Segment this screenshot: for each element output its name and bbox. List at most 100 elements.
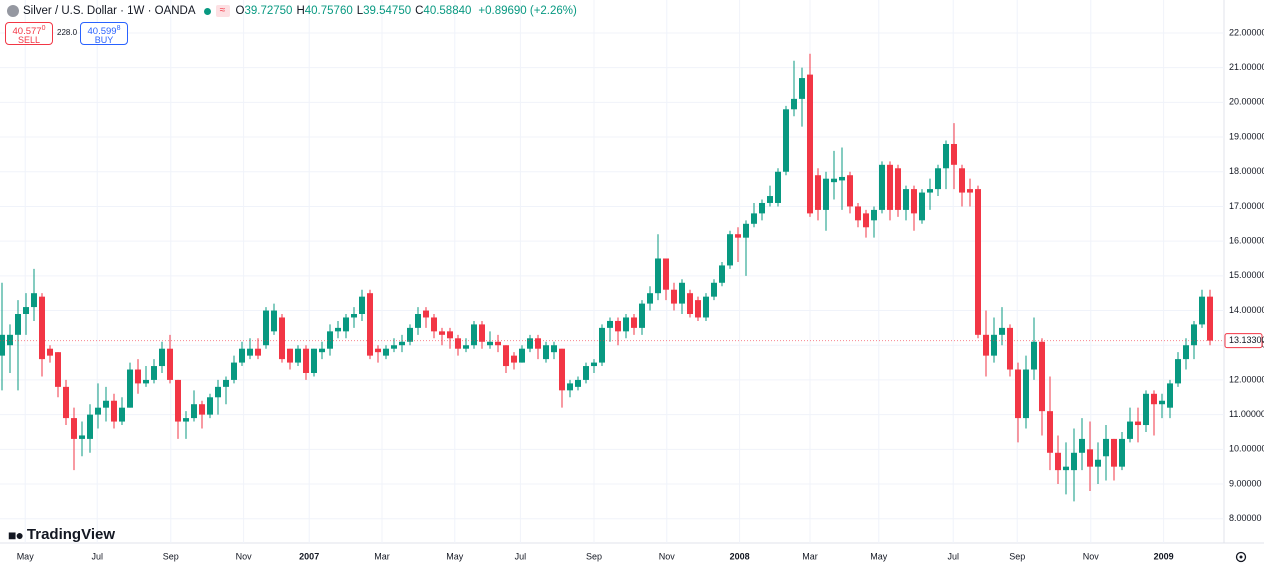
candle-body — [215, 386, 221, 398]
ohlc-key: O — [235, 5, 245, 17]
candle-body — [1055, 452, 1061, 471]
candle-body — [559, 348, 565, 391]
sell-label[interactable]: SELL — [17, 35, 41, 46]
candle-body — [335, 327, 341, 332]
x-tick-label: Sep — [163, 551, 179, 561]
y-tick-label: 9.00000 — [1229, 478, 1262, 488]
spread: 228.0 — [57, 28, 78, 37]
sell-price[interactable]: 40.5770 — [6, 24, 52, 36]
buy-label[interactable]: BUY — [94, 35, 114, 46]
candle-body — [839, 176, 845, 181]
candle-body — [423, 310, 429, 318]
candle-body — [575, 379, 581, 387]
x-tick-label: 2008 — [730, 551, 750, 561]
candle-body — [303, 348, 309, 373]
candle-body — [535, 338, 541, 349]
candle-body — [1039, 341, 1045, 412]
x-tick-label: Jul — [947, 551, 959, 561]
candle-body — [23, 307, 29, 315]
y-tick-label: 18.00000 — [1229, 166, 1264, 176]
candle-body — [1127, 421, 1133, 439]
sell-price-main[interactable]: 40.577 — [12, 26, 42, 38]
candle-body — [503, 345, 509, 367]
gear[interactable] — [1235, 551, 1247, 563]
candle-body — [263, 310, 269, 346]
candle-body — [391, 345, 397, 349]
candle-body — [199, 404, 205, 415]
candle-body — [695, 300, 701, 318]
candle-body — [1119, 438, 1125, 467]
candle-body — [1207, 296, 1213, 341]
candle-body — [183, 418, 189, 422]
candle-body — [71, 418, 77, 439]
candle-body — [1063, 466, 1069, 471]
candle-body — [1111, 438, 1117, 467]
y-tick-label: 21.00000 — [1229, 62, 1264, 72]
ohlc-value: 40.75760 — [304, 5, 353, 17]
candle-body — [783, 109, 789, 172]
candle-body — [911, 189, 917, 214]
candle-body — [119, 407, 125, 422]
candle-body — [191, 404, 197, 419]
candle-body — [815, 175, 821, 210]
gear-center[interactable] — [1239, 555, 1243, 559]
buy-price[interactable]: 40.5998 — [81, 24, 127, 36]
candle-body — [1071, 452, 1077, 471]
candle-body — [551, 345, 557, 353]
candle-body — [751, 213, 757, 224]
candle-body — [991, 334, 997, 356]
candle-body — [47, 348, 53, 356]
buy-price-main[interactable]: 40.599 — [87, 26, 117, 38]
sell-pip[interactable]: 0 — [41, 25, 46, 32]
candle-body — [1135, 421, 1141, 426]
y-tick-label: 16.00000 — [1229, 236, 1264, 246]
candle-body — [1191, 324, 1197, 346]
candle-body — [127, 369, 133, 408]
candle-body — [719, 265, 725, 283]
last-price-label: 13.13300 — [1229, 335, 1264, 345]
buy-pip[interactable]: 8 — [116, 25, 121, 32]
candle-body — [495, 341, 501, 346]
candle-body — [919, 192, 925, 221]
ohlc-key: C — [415, 5, 424, 17]
candle-body — [207, 397, 213, 415]
candle-body — [935, 168, 941, 190]
candle-body — [567, 383, 573, 391]
logo-mark[interactable]: ■● — [8, 526, 24, 543]
settings-icon[interactable] — [1235, 551, 1247, 563]
x-tick-label: May — [446, 551, 464, 561]
last-price-box — [1224, 333, 1263, 349]
buy-button[interactable]: 40.5998 BUY — [80, 22, 128, 45]
y-tick-label: 20.00000 — [1229, 97, 1264, 107]
sell-button[interactable]: 40.5770 SELL — [5, 22, 53, 45]
candle-body — [287, 348, 293, 363]
candle-body — [15, 314, 21, 335]
candle-body — [615, 320, 621, 332]
candle-body — [983, 334, 989, 356]
x-tick-label: Nov — [1083, 551, 1100, 561]
candle-body — [1079, 438, 1085, 453]
change: +0.89690 (+2.26%) — [478, 5, 577, 17]
y-tick-label: 10.00000 — [1229, 444, 1264, 454]
logo[interactable]: ■● TradingView — [8, 526, 115, 543]
logo-text[interactable]: TradingView — [26, 526, 116, 543]
candle-body — [679, 282, 685, 304]
candle-body — [1159, 400, 1165, 405]
candle-body — [311, 348, 317, 373]
candle-body — [231, 362, 237, 380]
candle-body — [367, 293, 373, 356]
signal[interactable]: ≈ — [215, 5, 230, 17]
y-tick-label: 19.00000 — [1229, 131, 1264, 141]
candle-body — [327, 331, 333, 349]
candle-body — [767, 196, 773, 203]
candle-body — [39, 296, 45, 360]
candle-body — [527, 338, 533, 349]
candle-body — [1103, 438, 1109, 457]
candle-body — [863, 213, 869, 228]
candle-body — [55, 352, 61, 387]
candle-body — [847, 175, 853, 207]
x-tick-label: Sep — [1009, 551, 1025, 561]
symbol[interactable]: Silver / U.S. Dollar · 1W · OANDA — [23, 5, 196, 17]
